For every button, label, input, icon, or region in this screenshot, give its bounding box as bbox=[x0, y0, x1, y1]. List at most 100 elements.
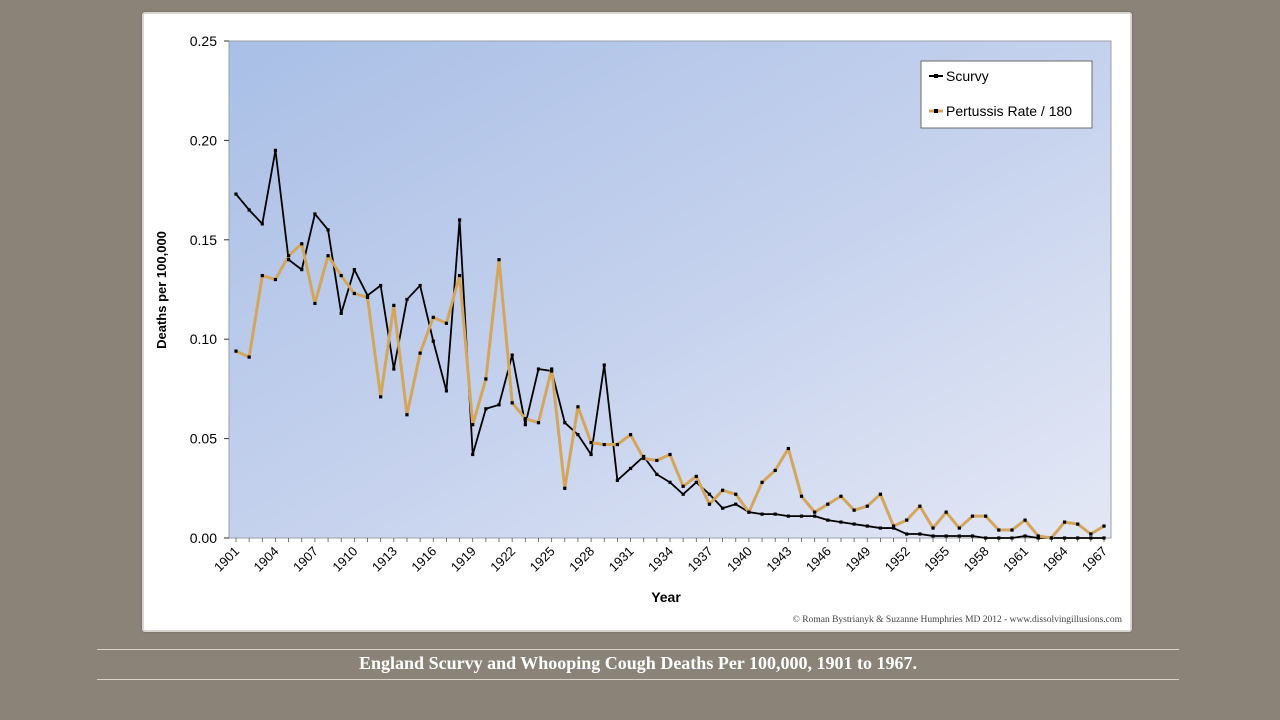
legend: Scurvy Pertussis Rate / 180 bbox=[920, 60, 1093, 129]
data-point-scurvy bbox=[550, 369, 554, 373]
data-point-scurvy bbox=[352, 268, 356, 272]
x-tick-label: 1943 bbox=[763, 544, 794, 575]
data-point-pertussis bbox=[628, 433, 633, 437]
data-point-scurvy bbox=[707, 492, 712, 496]
data-point-pertussis bbox=[734, 492, 738, 496]
line-chart: 0.00 0.05 0.10 0.15 0.20 0.25 1901 1904 1907 191… bbox=[154, 33, 1123, 625]
data-point-scurvy bbox=[431, 339, 435, 343]
data-point-scurvy bbox=[326, 228, 330, 232]
credit-text: © Roman Bystrianyk & Suzanne Humphries M… bbox=[793, 614, 1123, 625]
x-tick-label: 1964 bbox=[1040, 544, 1071, 575]
data-point-scurvy bbox=[905, 532, 909, 536]
data-point-pertussis bbox=[431, 315, 435, 319]
data-point-scurvy bbox=[510, 353, 514, 357]
chart-card: 0.00 0.05 0.10 0.15 0.20 0.25 1901 1904 1907 191… bbox=[142, 12, 1132, 632]
legend-label-pertussis: Pertussis Rate / 180 bbox=[946, 103, 1072, 119]
data-point-scurvy bbox=[392, 367, 396, 371]
x-tick-label: 1928 bbox=[566, 544, 597, 575]
x-tick-label: 1961 bbox=[1000, 544, 1031, 575]
x-axis: 1901 1904 1907 1910 1913 1916 1919 1922 1925 1928… bbox=[211, 538, 1110, 575]
data-point-pertussis bbox=[799, 494, 804, 498]
data-point-pertussis bbox=[550, 367, 554, 371]
data-point-pertussis bbox=[773, 468, 777, 473]
data-point-pertussis bbox=[536, 421, 541, 425]
data-point-scurvy bbox=[497, 403, 501, 407]
y-tick-label: 0.05 bbox=[190, 431, 217, 447]
data-point-scurvy bbox=[865, 524, 869, 528]
data-point-scurvy bbox=[773, 512, 777, 516]
data-point-pertussis bbox=[300, 242, 304, 246]
data-point-pertussis bbox=[1036, 534, 1040, 538]
x-tick-label: 1916 bbox=[408, 544, 439, 575]
data-point-pertussis bbox=[247, 355, 251, 359]
data-point-pertussis bbox=[747, 510, 751, 514]
data-point-pertussis bbox=[826, 502, 830, 506]
x-tick-label: 1946 bbox=[803, 544, 834, 575]
data-point-pertussis bbox=[339, 273, 343, 278]
data-point-pertussis bbox=[273, 277, 278, 282]
legend-marker-scurvy bbox=[934, 74, 938, 78]
data-point-scurvy bbox=[260, 222, 264, 226]
x-tick-label: 1967 bbox=[1079, 544, 1110, 575]
data-point-scurvy bbox=[668, 480, 672, 484]
data-point-scurvy bbox=[721, 506, 725, 510]
data-point-pertussis bbox=[471, 423, 475, 427]
y-tick-label: 0.00 bbox=[190, 530, 217, 546]
data-point-pertussis bbox=[1010, 528, 1014, 532]
data-point-pertussis bbox=[444, 321, 449, 325]
data-point-scurvy bbox=[628, 466, 633, 471]
data-point-scurvy bbox=[984, 536, 988, 540]
series-layer bbox=[234, 148, 1106, 540]
data-point-scurvy bbox=[1036, 536, 1040, 540]
data-point-scurvy bbox=[365, 293, 370, 298]
data-point-pertussis bbox=[457, 273, 462, 278]
data-point-scurvy bbox=[799, 514, 804, 518]
data-point-scurvy bbox=[655, 472, 659, 476]
data-point-pertussis bbox=[1049, 536, 1053, 540]
data-point-scurvy bbox=[234, 192, 238, 196]
data-point-scurvy bbox=[813, 514, 817, 518]
x-tick-label: 1934 bbox=[645, 544, 676, 575]
y-tick-label: 0.10 bbox=[190, 331, 217, 347]
data-point-pertussis bbox=[602, 442, 606, 447]
y-tick-label: 0.20 bbox=[190, 132, 217, 148]
data-point-pertussis bbox=[484, 377, 488, 381]
data-point-pertussis bbox=[655, 458, 659, 463]
data-point-pertussis bbox=[865, 504, 869, 508]
legend-marker-pertussis bbox=[934, 109, 938, 113]
data-point-pertussis bbox=[721, 488, 725, 492]
data-point-scurvy bbox=[852, 522, 856, 526]
data-point-scurvy bbox=[1076, 536, 1080, 540]
data-point-pertussis bbox=[878, 492, 883, 496]
y-axis: 0.00 0.05 0.10 0.15 0.20 0.25 bbox=[190, 33, 229, 546]
data-point-pertussis bbox=[997, 528, 1001, 532]
x-tick-label: 1949 bbox=[842, 544, 873, 575]
data-point-scurvy bbox=[300, 268, 304, 272]
data-point-scurvy bbox=[287, 258, 291, 262]
chart-caption: England Scurvy and Whooping Cough Deaths… bbox=[359, 653, 917, 673]
data-point-pertussis bbox=[392, 303, 396, 307]
data-point-pertussis bbox=[1062, 520, 1067, 524]
data-point-scurvy bbox=[484, 407, 488, 411]
x-tick-label: 1907 bbox=[290, 544, 321, 575]
data-point-scurvy bbox=[878, 526, 883, 530]
data-point-pertussis bbox=[1089, 532, 1093, 536]
data-point-pertussis bbox=[891, 524, 896, 528]
x-tick-label: 1904 bbox=[251, 544, 282, 575]
data-point-pertussis bbox=[852, 508, 856, 512]
data-point-pertussis bbox=[523, 417, 527, 421]
data-point-pertussis bbox=[497, 258, 501, 262]
data-point-pertussis bbox=[563, 486, 567, 490]
y-tick-label: 0.25 bbox=[190, 33, 217, 49]
data-point-pertussis bbox=[905, 518, 909, 522]
data-point-scurvy bbox=[523, 423, 527, 427]
x-tick-label: 1913 bbox=[369, 544, 400, 575]
data-point-pertussis bbox=[957, 526, 961, 530]
data-point-scurvy bbox=[944, 534, 948, 538]
data-point-pertussis bbox=[642, 456, 646, 461]
data-point-scurvy bbox=[602, 363, 606, 367]
data-point-pertussis bbox=[365, 295, 370, 300]
data-point-pertussis bbox=[576, 405, 580, 409]
x-axis-label: Year bbox=[651, 589, 681, 605]
legend-label-scurvy: Scurvy bbox=[946, 68, 989, 84]
